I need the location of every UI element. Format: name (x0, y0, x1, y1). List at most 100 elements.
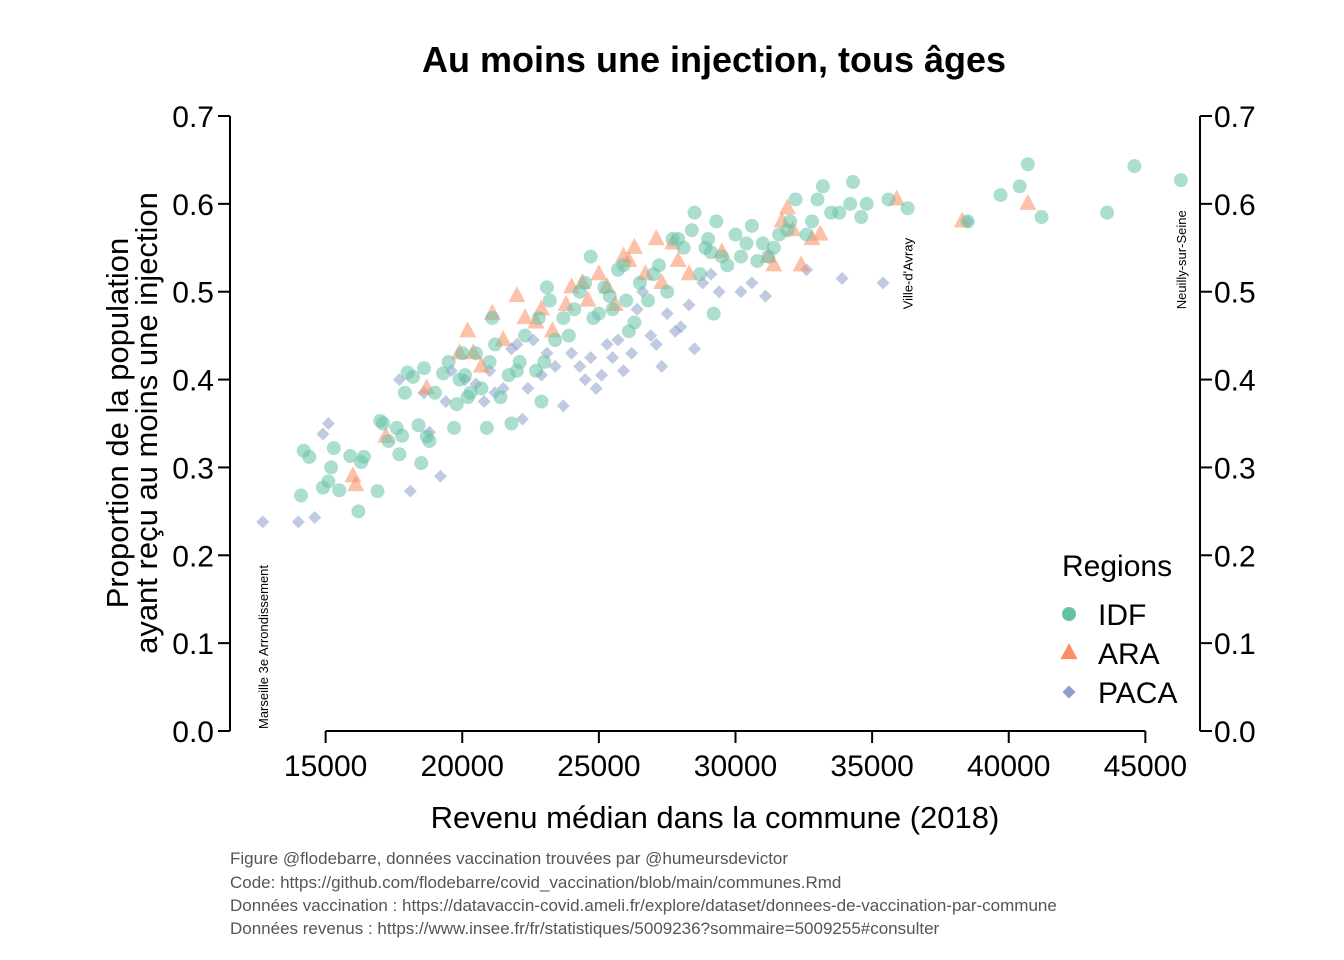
legend-entry-paca: PACA (1062, 677, 1177, 710)
data-point-idf (701, 232, 716, 246)
data-point-paca (734, 285, 748, 299)
data-point-idf (504, 416, 519, 431)
data-point-idf (744, 218, 759, 233)
data-point-idf (392, 447, 407, 462)
data-point-idf (706, 306, 721, 321)
data-point-idf (479, 420, 494, 435)
x-tick-label: 40000 (967, 750, 1050, 783)
legend-entry-ara: ARA (1060, 638, 1160, 671)
data-point-idf (512, 355, 527, 369)
data-point-paca (611, 333, 625, 347)
data-point-idf (324, 460, 339, 475)
point-annotation: Marseille 3e Arrondissement (256, 565, 271, 729)
caption-line-3: Données vaccination : https://datavaccin… (230, 896, 1057, 915)
data-point-idf (411, 418, 426, 433)
data-point-idf (381, 434, 396, 449)
y-tick-label-right: 0.5 (1214, 277, 1256, 310)
data-point-idf (881, 192, 896, 207)
data-point-idf (449, 397, 464, 412)
data-point-idf (627, 315, 642, 330)
data-point-idf (616, 258, 631, 273)
y-tick-label-right: 0.6 (1214, 189, 1256, 222)
data-point-paca (674, 320, 688, 334)
data-point-ara (792, 255, 810, 272)
data-point-paca (548, 359, 562, 373)
data-point-ara (347, 475, 365, 492)
data-point-idf (703, 245, 718, 260)
data-point-paca (565, 346, 579, 360)
data-point-paca (606, 351, 620, 365)
data-point-paca (291, 515, 305, 529)
data-point-idf (1012, 179, 1027, 194)
data-point-idf (766, 240, 781, 255)
y-tick-label-left: 0.7 (172, 101, 214, 134)
y-tick-label-left: 0.3 (172, 452, 214, 485)
data-point-idf (854, 210, 869, 225)
data-point-paca (433, 469, 447, 483)
data-point-idf (692, 267, 707, 282)
data-point-idf (395, 428, 410, 443)
y-tick-label-left: 0.5 (172, 277, 214, 310)
legend-label-paca: PACA (1098, 677, 1177, 710)
data-point-idf (832, 205, 847, 220)
legend-label-idf: IDF (1098, 599, 1146, 632)
data-point-idf (660, 284, 675, 299)
data-point-idf (542, 293, 557, 308)
data-point-paca (835, 272, 849, 286)
data-point-paca (704, 267, 718, 281)
y-tick-label-left: 0.0 (172, 716, 214, 749)
data-point-idf (537, 355, 552, 369)
point-annotations: Marseille 3e Arrondissement Ville-d'Avray… (256, 210, 1189, 729)
data-point-idf (321, 474, 336, 489)
point-annotation: Ville-d'Avray (901, 237, 916, 309)
data-point-idf (406, 369, 421, 384)
data-point-idf (709, 214, 724, 229)
data-point-paca (403, 484, 417, 498)
data-point-idf (750, 253, 765, 268)
data-point-idf (733, 249, 748, 264)
data-point-idf (900, 201, 915, 216)
x-tick-label: 20000 (421, 750, 504, 783)
data-point-ara (1019, 193, 1037, 210)
data-point-idf (602, 289, 617, 304)
data-point-idf (578, 275, 593, 290)
data-point-ara (508, 286, 526, 303)
data-point-paca (600, 337, 614, 351)
data-point-paca (688, 342, 702, 356)
data-point-ara (516, 308, 534, 325)
data-point-paca (308, 511, 322, 525)
data-point-idf (332, 483, 347, 498)
data-point-paca (745, 276, 759, 290)
data-point-paca (625, 346, 639, 360)
caption-line-1: Figure @flodebarre, données vaccination … (230, 849, 788, 868)
data-point-idf (556, 311, 571, 326)
data-point-paca (439, 395, 453, 409)
y-tick-label-left: 0.4 (172, 365, 214, 398)
caption-line-2: Code: https://github.com/flodebarre/covi… (230, 873, 841, 892)
data-point-idf (485, 311, 500, 326)
y-tick-label-right: 0.7 (1214, 101, 1256, 134)
data-point-idf (468, 346, 483, 361)
data-point-ara (669, 251, 687, 268)
data-points (256, 157, 1188, 529)
data-point-idf (356, 449, 371, 464)
data-point-paca (660, 307, 674, 321)
data-point-idf (583, 249, 598, 264)
data-point-idf (397, 385, 412, 400)
data-point-idf (370, 484, 385, 499)
data-point-idf (619, 293, 634, 308)
data-point-paca (759, 289, 773, 303)
data-point-idf (783, 214, 798, 229)
y-axis-title-line-2: ayant reçu au moins une injection (129, 192, 164, 654)
data-point-idf (843, 196, 858, 211)
data-point-idf (529, 363, 544, 378)
data-point-idf (1100, 205, 1115, 220)
y-tick-label-right: 0.2 (1214, 540, 1256, 573)
data-point-paca (321, 417, 335, 430)
data-point-idf (676, 240, 691, 255)
legend-entry-idf: IDF (1062, 599, 1146, 632)
data-point-paca (510, 337, 524, 351)
data-point-idf (815, 179, 830, 194)
data-point-idf (739, 236, 754, 251)
legend: Regions IDF ARA PACA (1060, 550, 1177, 710)
